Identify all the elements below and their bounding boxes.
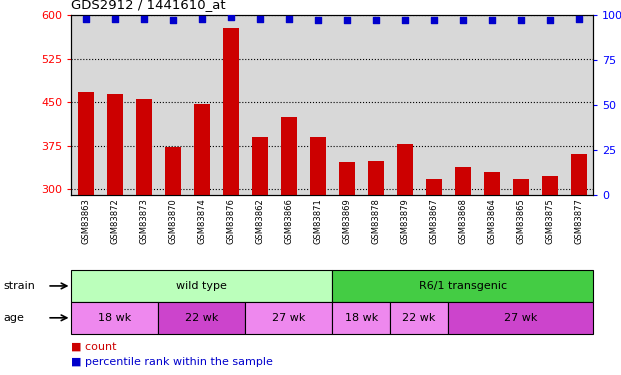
Bar: [390, 302, 448, 334]
Text: 22 wk: 22 wk: [185, 313, 219, 323]
Bar: [542, 176, 558, 363]
Bar: [455, 167, 471, 363]
Point: [110, 16, 120, 22]
Text: GDS2912 / 1441610_at: GDS2912 / 1441610_at: [71, 0, 226, 11]
Bar: [310, 137, 325, 363]
Bar: [165, 147, 181, 363]
Point: [342, 17, 351, 23]
Bar: [107, 94, 123, 363]
Bar: [78, 92, 94, 363]
Bar: [194, 104, 210, 363]
Bar: [332, 302, 390, 334]
Text: age: age: [3, 313, 24, 323]
Bar: [245, 302, 332, 334]
Point: [168, 17, 178, 23]
Point: [371, 17, 381, 23]
Point: [255, 16, 265, 22]
Text: ■ count: ■ count: [71, 342, 117, 352]
Point: [458, 17, 468, 23]
Point: [428, 17, 438, 23]
Bar: [71, 302, 158, 334]
Bar: [513, 179, 528, 363]
Point: [400, 17, 410, 23]
Point: [574, 16, 584, 22]
Text: strain: strain: [3, 281, 35, 291]
Bar: [252, 137, 268, 363]
Bar: [223, 28, 238, 363]
Text: 22 wk: 22 wk: [402, 313, 436, 323]
Text: 27 wk: 27 wk: [504, 313, 537, 323]
Bar: [484, 172, 499, 363]
Bar: [397, 144, 412, 363]
Bar: [571, 154, 586, 363]
Text: 18 wk: 18 wk: [98, 313, 132, 323]
Bar: [339, 162, 355, 363]
Bar: [368, 161, 384, 363]
Text: wild type: wild type: [176, 281, 227, 291]
Text: R6/1 transgenic: R6/1 transgenic: [419, 281, 507, 291]
Bar: [136, 99, 152, 363]
Point: [284, 16, 294, 22]
Bar: [281, 117, 297, 363]
Point: [81, 16, 91, 22]
Point: [487, 17, 497, 23]
Point: [197, 16, 207, 22]
Bar: [448, 302, 593, 334]
Point: [313, 17, 323, 23]
Text: ■ percentile rank within the sample: ■ percentile rank within the sample: [71, 357, 273, 367]
Text: 18 wk: 18 wk: [345, 313, 378, 323]
Bar: [71, 270, 332, 302]
Bar: [158, 302, 245, 334]
Point: [226, 14, 236, 20]
Text: 27 wk: 27 wk: [272, 313, 306, 323]
Bar: [332, 270, 593, 302]
Bar: [425, 179, 442, 363]
Point: [515, 17, 525, 23]
Point: [139, 16, 149, 22]
Point: [545, 17, 555, 23]
